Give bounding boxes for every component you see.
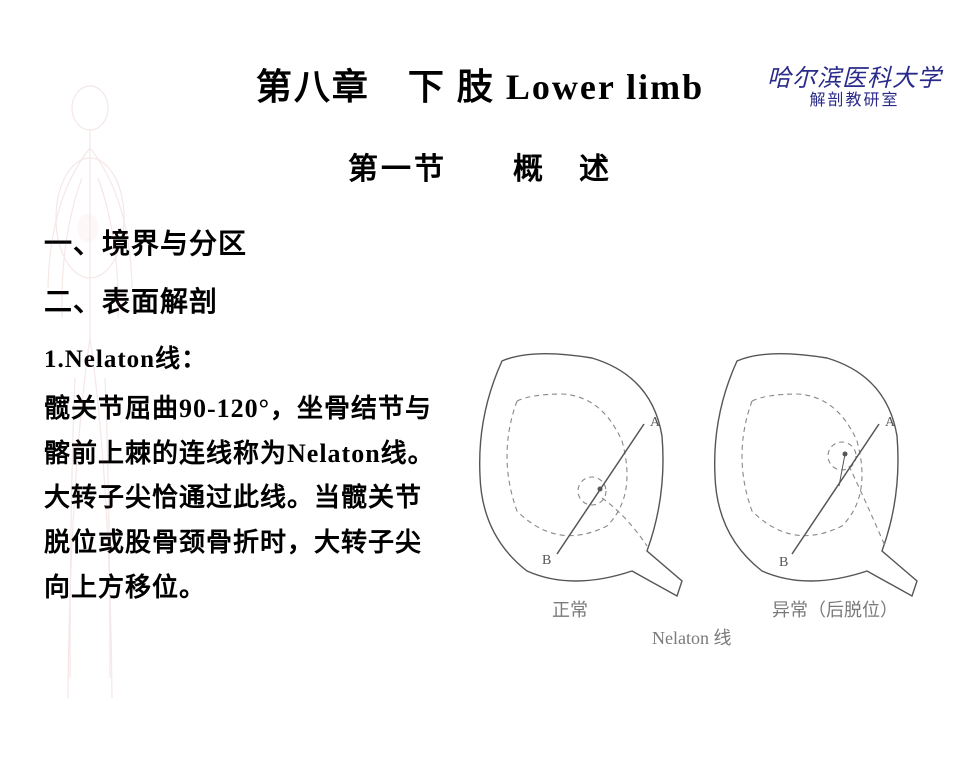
university-logo: 哈尔滨医科大学 解剖教研室 bbox=[767, 66, 942, 110]
caption-normal: 正常 bbox=[552, 596, 588, 622]
logo-line1: 哈尔滨医科大学 bbox=[767, 66, 942, 92]
heading-surface-anatomy: 二、表面解剖 bbox=[44, 280, 960, 320]
heading-boundary: 一、境界与分区 bbox=[44, 222, 960, 262]
nelaton-figure: A B A B bbox=[462, 346, 932, 646]
text-column: 1.Nelaton线： 髋关节屈曲90-120°，坐骨结节与髂前上棘的连线称为N… bbox=[44, 338, 444, 611]
subheading-nelaton: 1.Nelaton线： bbox=[44, 338, 444, 381]
figure-column: A B A B bbox=[444, 338, 960, 646]
caption-abnormal: 异常（后脱位） bbox=[772, 596, 898, 622]
content-block: 一、境界与分区 二、表面解剖 1.Nelaton线： 髋关节屈曲90-120°，… bbox=[0, 222, 960, 646]
section-title: 第一节 概 述 bbox=[0, 144, 960, 188]
logo-line2: 解剖教研室 bbox=[767, 92, 942, 110]
caption-nelaton-line: Nelaton 线 bbox=[652, 624, 731, 650]
label-B-left: B bbox=[542, 553, 551, 568]
label-A-right: A bbox=[885, 415, 896, 430]
label-A-left: A bbox=[650, 415, 661, 430]
label-B-right: B bbox=[779, 555, 788, 570]
body-text: 髋关节屈曲90-120°，坐骨结节与髂前上棘的连线称为Nelaton线。大转子尖… bbox=[44, 387, 444, 611]
